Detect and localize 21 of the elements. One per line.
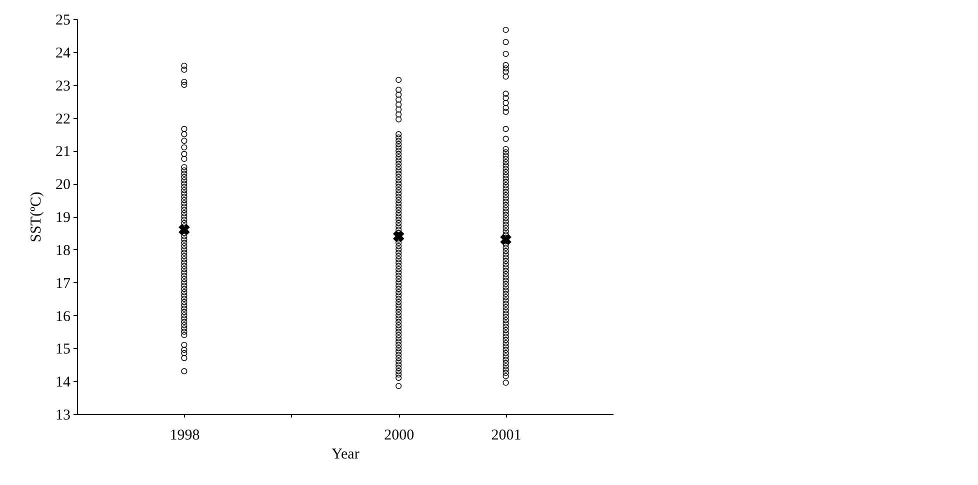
x-tick-label: 2001 <box>491 428 522 444</box>
y-tick-label: 20 <box>56 177 70 194</box>
y-tick-label: 16 <box>56 308 71 325</box>
y-tick-label: 13 <box>56 408 70 424</box>
x-tick-label: 1998 <box>170 428 200 444</box>
y-tick-label: 19 <box>56 210 70 226</box>
y-tick-label: 21 <box>56 144 70 160</box>
y-tick-label: 22 <box>56 111 70 128</box>
y-tick-label: 15 <box>56 342 70 358</box>
y-tick-label: 25 <box>56 12 70 28</box>
y-tick-label: 18 <box>56 242 70 259</box>
point <box>392 230 404 242</box>
y-tick-label: 17 <box>56 276 71 292</box>
y-axis-title: SST(ºC) <box>28 192 44 242</box>
x-axis-title: Year <box>332 446 360 462</box>
y-tick-label: 24 <box>56 45 71 62</box>
y-tick-label: 14 <box>56 374 71 391</box>
point <box>178 224 190 236</box>
x-tick-label: 2000 <box>384 428 414 444</box>
y-tick-label: 23 <box>56 78 70 94</box>
point <box>500 234 512 246</box>
